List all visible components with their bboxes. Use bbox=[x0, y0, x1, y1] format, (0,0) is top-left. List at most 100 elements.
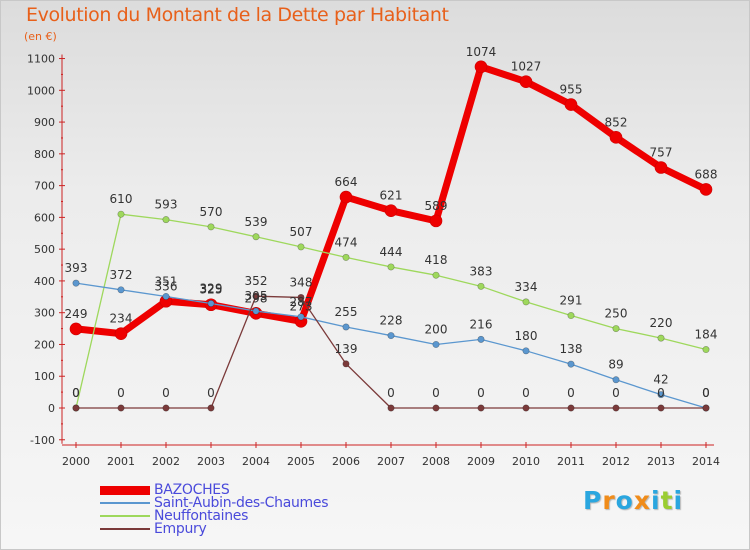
data-point bbox=[477, 335, 485, 343]
data-label: 0 bbox=[702, 386, 710, 400]
x-tick-label: 2002 bbox=[152, 455, 180, 468]
legend-label: Saint-Aubin-des-Chaumes bbox=[154, 495, 329, 511]
data-point bbox=[387, 263, 395, 271]
x-tick-label: 2012 bbox=[602, 455, 630, 468]
legend-swatch bbox=[100, 528, 150, 530]
data-label: 757 bbox=[650, 146, 673, 160]
data-point bbox=[612, 404, 620, 412]
data-label: 351 bbox=[155, 274, 178, 288]
data-point bbox=[252, 292, 260, 300]
logo-letter: o bbox=[615, 486, 634, 515]
data-label: 0 bbox=[72, 386, 80, 400]
legend: BAZOCHES Saint-Aubin-des-Chaumes Neuffonta… bbox=[100, 482, 420, 537]
legend-label: BAZOCHES bbox=[154, 482, 230, 498]
data-label: 216 bbox=[470, 317, 493, 331]
data-point bbox=[207, 404, 215, 412]
y-tick-label: 400 bbox=[34, 275, 55, 288]
data-label: 0 bbox=[72, 386, 80, 400]
chart-unit: (en €) bbox=[24, 30, 57, 43]
x-tick-label: 2003 bbox=[197, 455, 225, 468]
data-label: 610 bbox=[110, 192, 133, 206]
y-tick-label: 1000 bbox=[27, 84, 55, 97]
data-label: 0 bbox=[207, 386, 215, 400]
data-label: 0 bbox=[162, 386, 170, 400]
x-tick-label: 2009 bbox=[467, 455, 495, 468]
data-label: 0 bbox=[432, 386, 440, 400]
data-label: 138 bbox=[560, 342, 583, 356]
data-point bbox=[522, 404, 530, 412]
data-label: 0 bbox=[612, 386, 620, 400]
data-point bbox=[609, 131, 623, 144]
proxiti-logo: Proxiti bbox=[583, 486, 683, 515]
legend-swatch bbox=[100, 515, 150, 517]
data-label: 184 bbox=[695, 328, 718, 342]
y-tick-label: 0 bbox=[48, 402, 55, 415]
data-label: 393 bbox=[65, 261, 88, 275]
x-tick-label: 2001 bbox=[107, 455, 135, 468]
data-label: 329 bbox=[200, 281, 223, 295]
data-label: 1027 bbox=[511, 60, 542, 74]
data-point bbox=[162, 216, 170, 224]
data-point bbox=[519, 75, 533, 89]
x-tick-label: 2014 bbox=[692, 455, 720, 468]
legend-label: Empury bbox=[154, 521, 207, 537]
data-point bbox=[387, 404, 395, 412]
legend-swatch bbox=[100, 485, 150, 495]
data-point bbox=[117, 286, 125, 294]
data-point bbox=[429, 214, 443, 228]
data-point bbox=[297, 293, 305, 301]
data-label: 0 bbox=[522, 386, 530, 400]
data-label: 249 bbox=[65, 307, 88, 321]
legend-item: BAZOCHES bbox=[100, 482, 420, 498]
data-point bbox=[657, 334, 665, 342]
data-point bbox=[342, 253, 350, 261]
y-tick-label: 300 bbox=[34, 307, 55, 320]
x-tick-label: 2010 bbox=[512, 455, 540, 468]
data-label: 334 bbox=[515, 280, 538, 294]
data-label: 352 bbox=[245, 274, 268, 288]
data-point bbox=[474, 60, 488, 74]
legend-swatch bbox=[100, 502, 150, 504]
logo-letter: r bbox=[602, 486, 616, 515]
data-label: 688 bbox=[695, 167, 718, 181]
y-tick-label: 800 bbox=[34, 148, 55, 161]
data-point bbox=[384, 204, 398, 218]
data-point bbox=[702, 346, 710, 354]
data-point bbox=[162, 292, 170, 300]
data-point bbox=[702, 404, 710, 412]
logo-letter: x bbox=[633, 486, 651, 515]
data-label: 593 bbox=[155, 198, 178, 212]
data-label: 180 bbox=[515, 329, 538, 343]
logo-letter: P bbox=[583, 486, 603, 515]
data-label: 255 bbox=[335, 305, 358, 319]
data-label: 372 bbox=[110, 268, 133, 282]
data-point bbox=[117, 404, 125, 412]
data-point bbox=[567, 312, 575, 320]
data-point bbox=[207, 299, 215, 307]
x-tick-label: 2007 bbox=[377, 455, 405, 468]
data-label: 0 bbox=[387, 386, 395, 400]
data-point bbox=[114, 327, 128, 340]
data-label: 444 bbox=[380, 245, 403, 259]
data-label: 250 bbox=[605, 307, 628, 321]
x-tick-label: 2005 bbox=[287, 455, 315, 468]
data-label: 0 bbox=[117, 386, 125, 400]
x-tick-label: 2000 bbox=[62, 455, 90, 468]
data-point bbox=[477, 404, 485, 412]
data-label: 139 bbox=[335, 342, 358, 356]
data-point bbox=[522, 298, 530, 306]
data-point bbox=[387, 332, 395, 340]
data-point bbox=[252, 307, 260, 315]
data-label: 336 bbox=[155, 279, 178, 293]
x-tick-label: 2011 bbox=[557, 455, 585, 468]
y-tick-label: 200 bbox=[34, 338, 55, 351]
data-label: 1074 bbox=[466, 45, 497, 59]
data-label: 621 bbox=[380, 189, 403, 203]
data-label: 305 bbox=[245, 289, 268, 303]
y-tick-label: 1100 bbox=[27, 53, 55, 66]
data-point bbox=[339, 190, 353, 204]
y-tick-label: 100 bbox=[34, 370, 55, 383]
data-label: 383 bbox=[470, 264, 493, 278]
